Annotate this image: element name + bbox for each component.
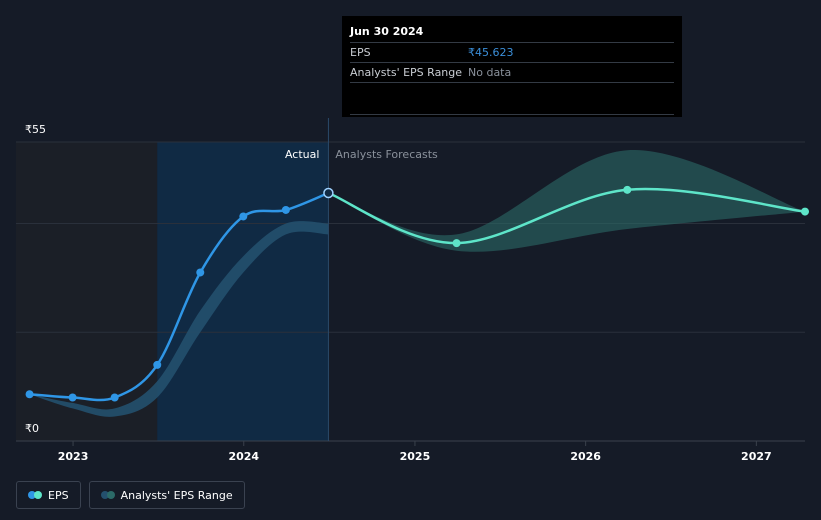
chart-legend: EPS Analysts' EPS Range bbox=[16, 481, 245, 509]
tooltip-range-value: No data bbox=[468, 66, 512, 79]
x-tick-label: 2027 bbox=[741, 450, 772, 463]
data-point bbox=[801, 207, 809, 216]
tooltip-eps-value: ₹45.623 bbox=[468, 46, 514, 59]
series-line-forecast bbox=[327, 187, 806, 245]
data-point bbox=[110, 393, 119, 402]
x-tick-label: 2024 bbox=[228, 450, 259, 463]
tooltip-date: Jun 30 2024 bbox=[350, 23, 674, 43]
tooltip-spacer bbox=[350, 83, 674, 115]
tooltip-row-eps: EPS ₹45.623 bbox=[350, 43, 674, 63]
y-tick-label: ₹0 bbox=[25, 422, 39, 435]
legend-range-label: Analysts' EPS Range bbox=[120, 488, 233, 502]
data-point bbox=[68, 393, 77, 402]
legend-eps-toggle[interactable]: EPS bbox=[16, 481, 81, 509]
tooltip-eps-label: EPS bbox=[350, 46, 371, 59]
actual-region-label: Actual bbox=[285, 148, 319, 161]
forecast-range-band bbox=[328, 150, 805, 252]
eps-series-icon bbox=[28, 491, 42, 499]
range-series-icon bbox=[100, 491, 115, 499]
data-point bbox=[281, 205, 290, 214]
legend-range-toggle[interactable]: Analysts' EPS Range bbox=[88, 481, 245, 509]
data-point bbox=[25, 390, 34, 399]
highlight-region bbox=[157, 142, 329, 441]
x-tick-label: 2025 bbox=[400, 450, 431, 463]
data-point bbox=[623, 185, 632, 194]
data-point bbox=[196, 268, 205, 277]
legend-eps-label: EPS bbox=[48, 488, 69, 502]
tooltip-range-label: Analysts' EPS Range bbox=[350, 66, 463, 79]
series-line-eps bbox=[29, 191, 329, 402]
x-tick-label: 2023 bbox=[58, 450, 89, 463]
eps-tooltip: Jun 30 2024 EPS ₹45.623 Analysts' EPS Ra… bbox=[342, 16, 682, 117]
y-tick-label: ₹55 bbox=[25, 123, 46, 136]
highlighted-data-point bbox=[323, 187, 334, 199]
past-shade-region bbox=[16, 142, 158, 441]
x-tick-label: 2026 bbox=[570, 450, 601, 463]
tooltip-row-range: Analysts' EPS Range No data bbox=[350, 63, 674, 83]
data-point bbox=[153, 360, 162, 369]
forecast-region-label: Analysts Forecasts bbox=[335, 148, 438, 161]
data-point bbox=[452, 239, 461, 248]
data-point bbox=[239, 212, 248, 221]
